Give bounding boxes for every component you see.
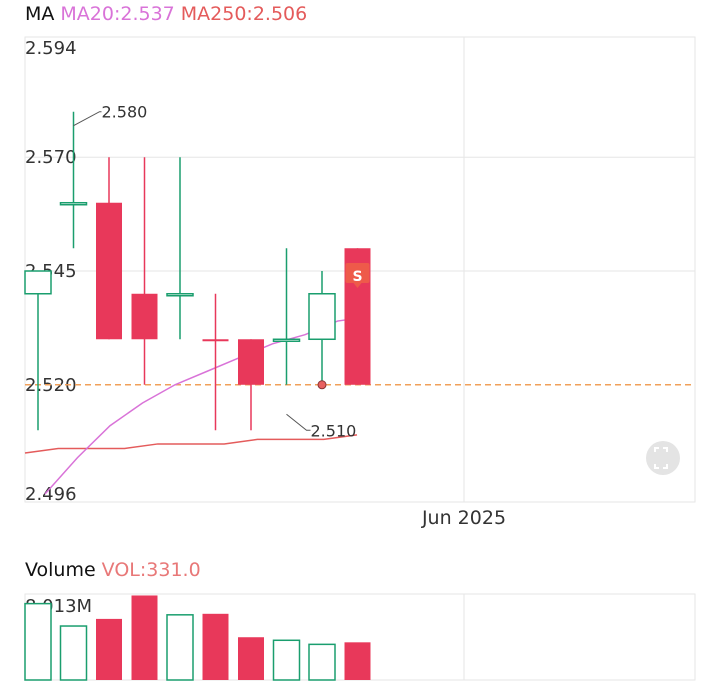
candle-body[interactable] [59, 201, 88, 206]
y-tick-label: 2.496 [25, 484, 77, 505]
close-dot [317, 380, 327, 390]
volume-label: Volume [25, 559, 96, 581]
candle-body[interactable] [96, 202, 122, 340]
low-annotation-leader [286, 413, 311, 431]
candle-body[interactable] [166, 293, 194, 297]
volume-value: VOL:331.0 [101, 559, 201, 581]
volume-bar [308, 643, 336, 681]
low-annotation-label: 2.510 [311, 421, 357, 440]
candle-body[interactable] [131, 293, 158, 340]
candle-body[interactable] [308, 293, 336, 341]
candle-body[interactable] [202, 339, 229, 342]
signal-marker[interactable] [345, 263, 370, 288]
volume-bar [344, 642, 371, 680]
volume-bar [24, 602, 52, 681]
y-tick-label: 2.570 [25, 147, 77, 168]
legend-ma-label: MA [25, 3, 55, 25]
volume-bar [96, 618, 122, 680]
fullscreen-icon [654, 447, 668, 469]
ma250-line [24, 434, 358, 454]
price-legend: MA MA20:2.537 MA250:2.506 [25, 0, 307, 28]
volume-bar [238, 637, 264, 680]
price-pane-frame [24, 36, 696, 503]
y-tick-label: 2.594 [25, 38, 77, 59]
candle-body[interactable] [238, 339, 264, 385]
volume-bar [166, 614, 194, 681]
signal-marker-label: S [352, 269, 362, 285]
high-annotation-leader [73, 111, 102, 127]
volume-bar [131, 595, 158, 680]
x-tick-label: Jun 2025 [421, 507, 506, 529]
volume-bar [59, 625, 88, 681]
reset-zoom-button[interactable] [646, 441, 680, 475]
volume-bar [202, 613, 229, 680]
high-annotation-label: 2.580 [102, 103, 148, 122]
volume-bar [272, 639, 301, 681]
legend-ma20: MA20:2.537 [60, 3, 175, 25]
legend-ma250: MA250:2.506 [180, 3, 308, 25]
volume-legend: Volume VOL:331.0 [25, 556, 201, 584]
candle-body[interactable] [24, 270, 52, 295]
candle-body[interactable] [272, 338, 301, 343]
